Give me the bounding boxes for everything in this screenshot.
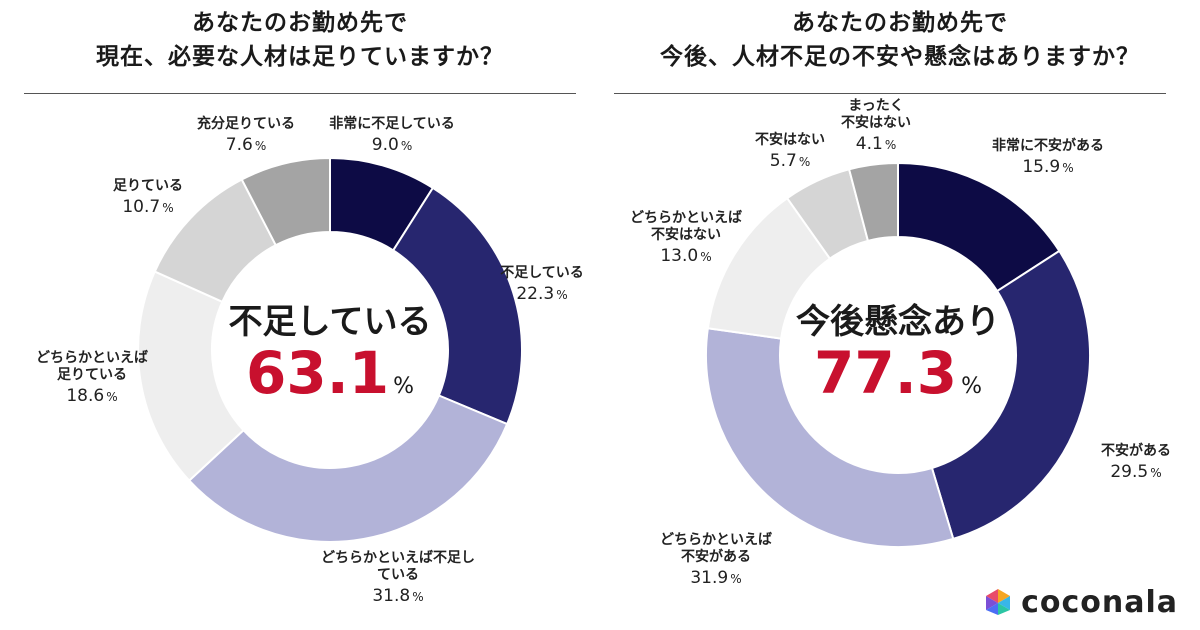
left-slice-value-0: 9.0% bbox=[372, 135, 412, 155]
right-center-unit: % bbox=[961, 374, 982, 399]
left-divider bbox=[24, 93, 576, 94]
left-center-label: 不足している bbox=[229, 302, 432, 342]
left-title-line1: あなたのお勤め先で bbox=[192, 10, 408, 36]
left-slice-value-3: 18.6% bbox=[66, 386, 117, 406]
right-slice-label-1-0: 不安がある bbox=[1101, 442, 1171, 459]
right-slice-label-3-0: どちらかといえば bbox=[630, 210, 742, 226]
left-slice-2 bbox=[187, 394, 509, 543]
left-slice-value-1: 22.3% bbox=[516, 284, 567, 304]
left-slice-1 bbox=[391, 186, 523, 426]
right-slice-label-2-1: 不安がある bbox=[681, 548, 751, 565]
left-slice-label-2-1: ている bbox=[377, 567, 419, 583]
coconala-logo-icon bbox=[986, 589, 1011, 615]
right-slice-value-1: 29.5% bbox=[1110, 462, 1161, 482]
right-center-label: 今後懸念あり bbox=[796, 302, 1000, 342]
right-slice-value-0: 15.9% bbox=[1022, 157, 1073, 177]
left-slice-5 bbox=[240, 156, 331, 247]
right-divider bbox=[614, 93, 1166, 94]
right-title-line2: 今後、人材不足の不安や懸念はありますか？ bbox=[660, 44, 1140, 70]
left-slice-label-0-0: 非常に不足している bbox=[329, 115, 455, 132]
right-slice-value-3: 13.0% bbox=[660, 246, 711, 266]
left-slice-label-3-1: 足りている bbox=[57, 367, 127, 383]
left-slice-value-2: 31.8% bbox=[372, 586, 423, 606]
coconala-logo: coconala bbox=[983, 582, 1178, 622]
left-panel: あなたのお勤め先で 現在、必要な人材は足りていますか？ 非常に不足している 9.0… bbox=[24, 10, 584, 606]
left-slice-label-1-0: 不足している bbox=[500, 265, 584, 281]
left-slice-label-5-0: 充分足りている bbox=[197, 115, 295, 132]
right-slice-value-2: 31.9% bbox=[690, 568, 741, 588]
left-slice-value-4: 10.7% bbox=[122, 197, 173, 217]
right-center-value: 77.3 bbox=[814, 339, 957, 407]
coconala-logo-text: coconala bbox=[1021, 584, 1178, 620]
left-slice-label-4-0: 足りている bbox=[113, 178, 183, 194]
right-title-line1: あなたのお勤め先で bbox=[792, 10, 1008, 36]
left-slice-label-3-0: どちらかといえば bbox=[36, 350, 148, 366]
right-slice-2 bbox=[705, 327, 955, 548]
right-slice-label-3-1: 不安はない bbox=[651, 226, 721, 243]
right-slice-value-4: 5.7% bbox=[770, 151, 810, 171]
right-slice-label-5-1: 不安はない bbox=[841, 114, 911, 131]
left-center-unit: % bbox=[393, 374, 414, 399]
svg-text:63.1%: 63.1% bbox=[246, 339, 414, 407]
right-slice-value-5: 4.1% bbox=[856, 134, 896, 154]
right-slice-1 bbox=[930, 249, 1091, 541]
left-center-value: 63.1 bbox=[246, 339, 389, 407]
right-slice-label-0-0: 非常に不安がある bbox=[992, 137, 1104, 154]
right-panel: あなたのお勤め先で 今後、人材不足の不安や懸念はありますか？ 非常に不安がある 1… bbox=[600, 0, 1200, 630]
right-slice-label-4-0: 不安はない bbox=[755, 131, 825, 148]
svg-text:77.3%: 77.3% bbox=[814, 339, 982, 407]
left-slice-value-5: 7.6% bbox=[226, 135, 266, 155]
right-slice-label-5-0: まったく bbox=[848, 98, 903, 114]
left-title-line2: 現在、必要な人材は足りていますか？ bbox=[96, 44, 504, 70]
left-slice-label-2-0: どちらかといえば不足し bbox=[321, 550, 475, 566]
right-slice-5 bbox=[847, 161, 899, 243]
right-slice-label-2-0: どちらかといえば bbox=[660, 532, 772, 548]
